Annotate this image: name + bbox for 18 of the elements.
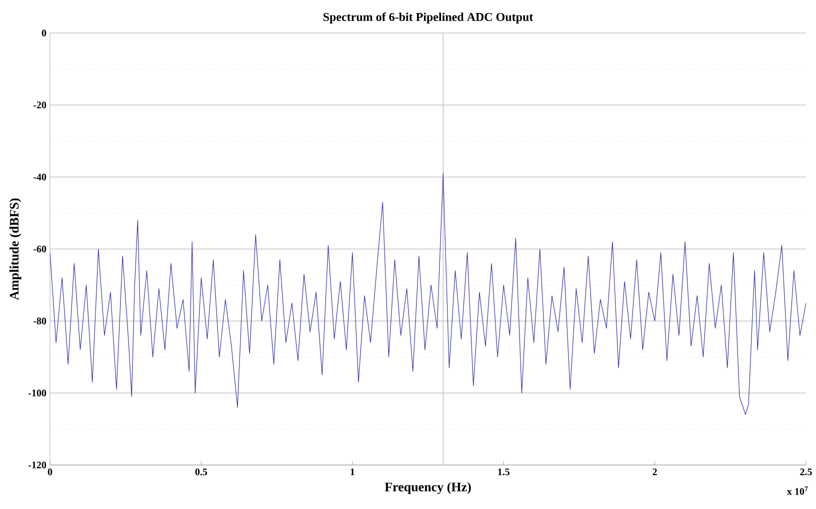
y-tick-label: -20 [34,102,46,108]
y-tick-label: -80 [34,318,46,324]
x-tick-label: 2.5 [800,468,812,476]
x-tick-label: 0.5 [195,468,208,476]
x-tick-label: 0 [48,468,52,476]
x-axis-title: Frequency (Hz) [384,482,471,494]
y-tick-label: -40 [34,174,46,180]
line-series [50,173,806,415]
chart-title: Spectrum of 6-bit Pipelined ADC Output [323,12,534,24]
text: x 10$^{7}$ [787,486,808,495]
y-axis-title: Amplitude (dBFS) [9,198,22,300]
y-tick-label: 0 [42,30,46,36]
x-tick-label: 2 [652,468,657,476]
y-tick-label: -100 [28,390,46,396]
x-tick-label: 1.5 [498,468,510,476]
x-tick-label: 1 [350,468,354,476]
y-tick-label: -60 [34,246,46,252]
y-tick-label: -120 [28,462,46,468]
